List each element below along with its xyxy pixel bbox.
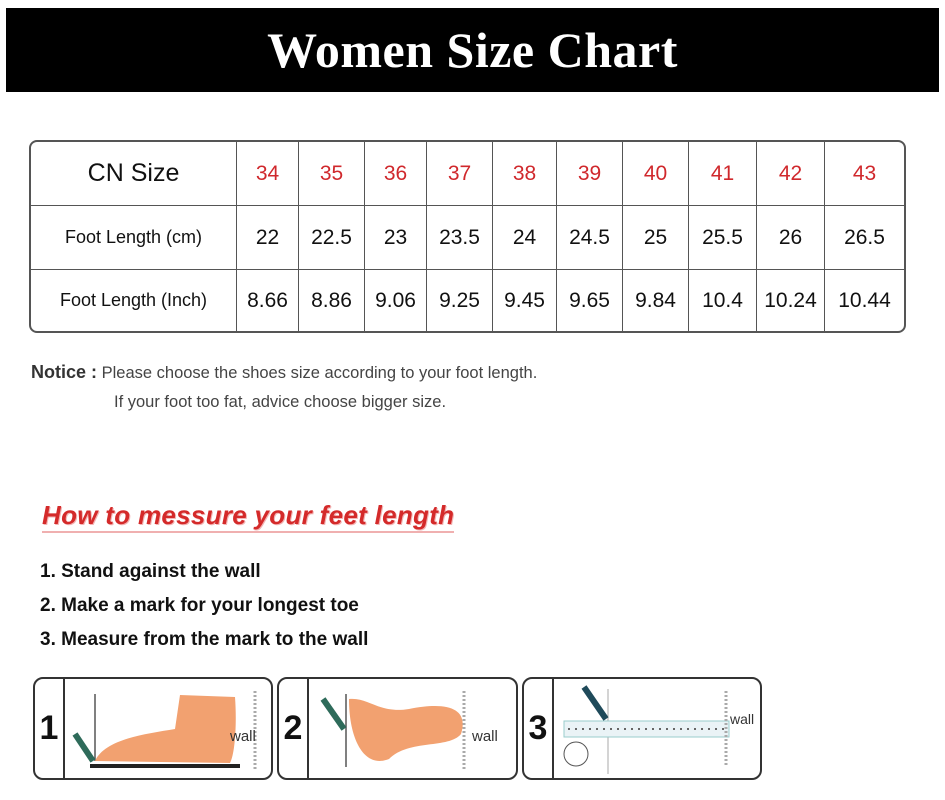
size-cell: 38: [493, 142, 557, 206]
value-cell: 22: [237, 206, 299, 270]
steps-list: 1. Stand against the wall 2. Make a mark…: [40, 555, 368, 657]
notice: Notice : Please choose the shoes size ac…: [31, 358, 537, 417]
howto-title: How to messure your feet length: [42, 500, 455, 533]
wall-label: wall: [471, 728, 498, 745]
step-item: 2. Make a mark for your longest toe: [40, 595, 359, 616]
value-cell: 9.84: [623, 270, 689, 331]
step-item: 3. Measure from the mark to the wall: [40, 629, 369, 650]
step-panel-2: 2 wall: [277, 677, 518, 780]
value-cell: 24: [493, 206, 557, 270]
notice-line-1: Please choose the shoes size according t…: [101, 364, 538, 382]
measure-illustration: wall: [563, 685, 754, 774]
value-cell: 24.5: [557, 206, 623, 270]
step-item: 1. Stand against the wall: [40, 561, 261, 582]
row-label: Foot Length (cm): [31, 206, 237, 270]
value-cell: 26: [757, 206, 825, 270]
value-cell: 10.4: [689, 270, 757, 331]
foot-side-illustration: wall: [72, 691, 257, 769]
value-cell: 10.24: [757, 270, 825, 331]
size-cell: 37: [427, 142, 493, 206]
size-cell: 34: [237, 142, 299, 206]
value-cell: 9.06: [365, 270, 427, 331]
value-cell: 9.65: [557, 270, 623, 331]
size-cell: 43: [825, 142, 904, 206]
row-label: Foot Length (Inch): [31, 270, 237, 331]
wall-label: wall: [729, 711, 754, 727]
value-cell: 25: [623, 206, 689, 270]
notice-line-2: If your foot too fat, advice choose bigg…: [114, 393, 447, 411]
row-label: CN Size: [31, 142, 237, 206]
notice-label: Notice :: [31, 362, 98, 382]
value-cell: 23: [365, 206, 427, 270]
size-cell: 35: [299, 142, 365, 206]
value-cell: 8.86: [299, 270, 365, 331]
foot-top-illustration: wall: [320, 691, 498, 769]
step-number: 3: [524, 679, 554, 778]
title-banner: Women Size Chart: [6, 8, 939, 92]
value-cell: 8.66: [237, 270, 299, 331]
step-number: 2: [279, 679, 309, 778]
size-table: CN Size 34 35 36 37 38 39 40 41 42 43 Foot Length (…: [29, 140, 906, 333]
value-cell: 9.25: [427, 270, 493, 331]
value-cell: 25.5: [689, 206, 757, 270]
value-cell: 9.45: [493, 270, 557, 331]
size-cell: 41: [689, 142, 757, 206]
value-cell: 23.5: [427, 206, 493, 270]
step-number: 1: [35, 679, 65, 778]
wall-label: wall: [229, 728, 256, 745]
size-cell: 40: [623, 142, 689, 206]
value-cell: 22.5: [299, 206, 365, 270]
page-title: Women Size Chart: [267, 22, 678, 78]
value-cell: 10.44: [838, 288, 891, 312]
size-cell: 42: [757, 142, 825, 206]
size-cell: 36: [365, 142, 427, 206]
size-cell: 39: [557, 142, 623, 206]
value-cell: 26.5: [825, 206, 904, 270]
step-panel-1: 1 wall: [33, 677, 273, 780]
step-panel-3: 3 wall: [522, 677, 762, 780]
